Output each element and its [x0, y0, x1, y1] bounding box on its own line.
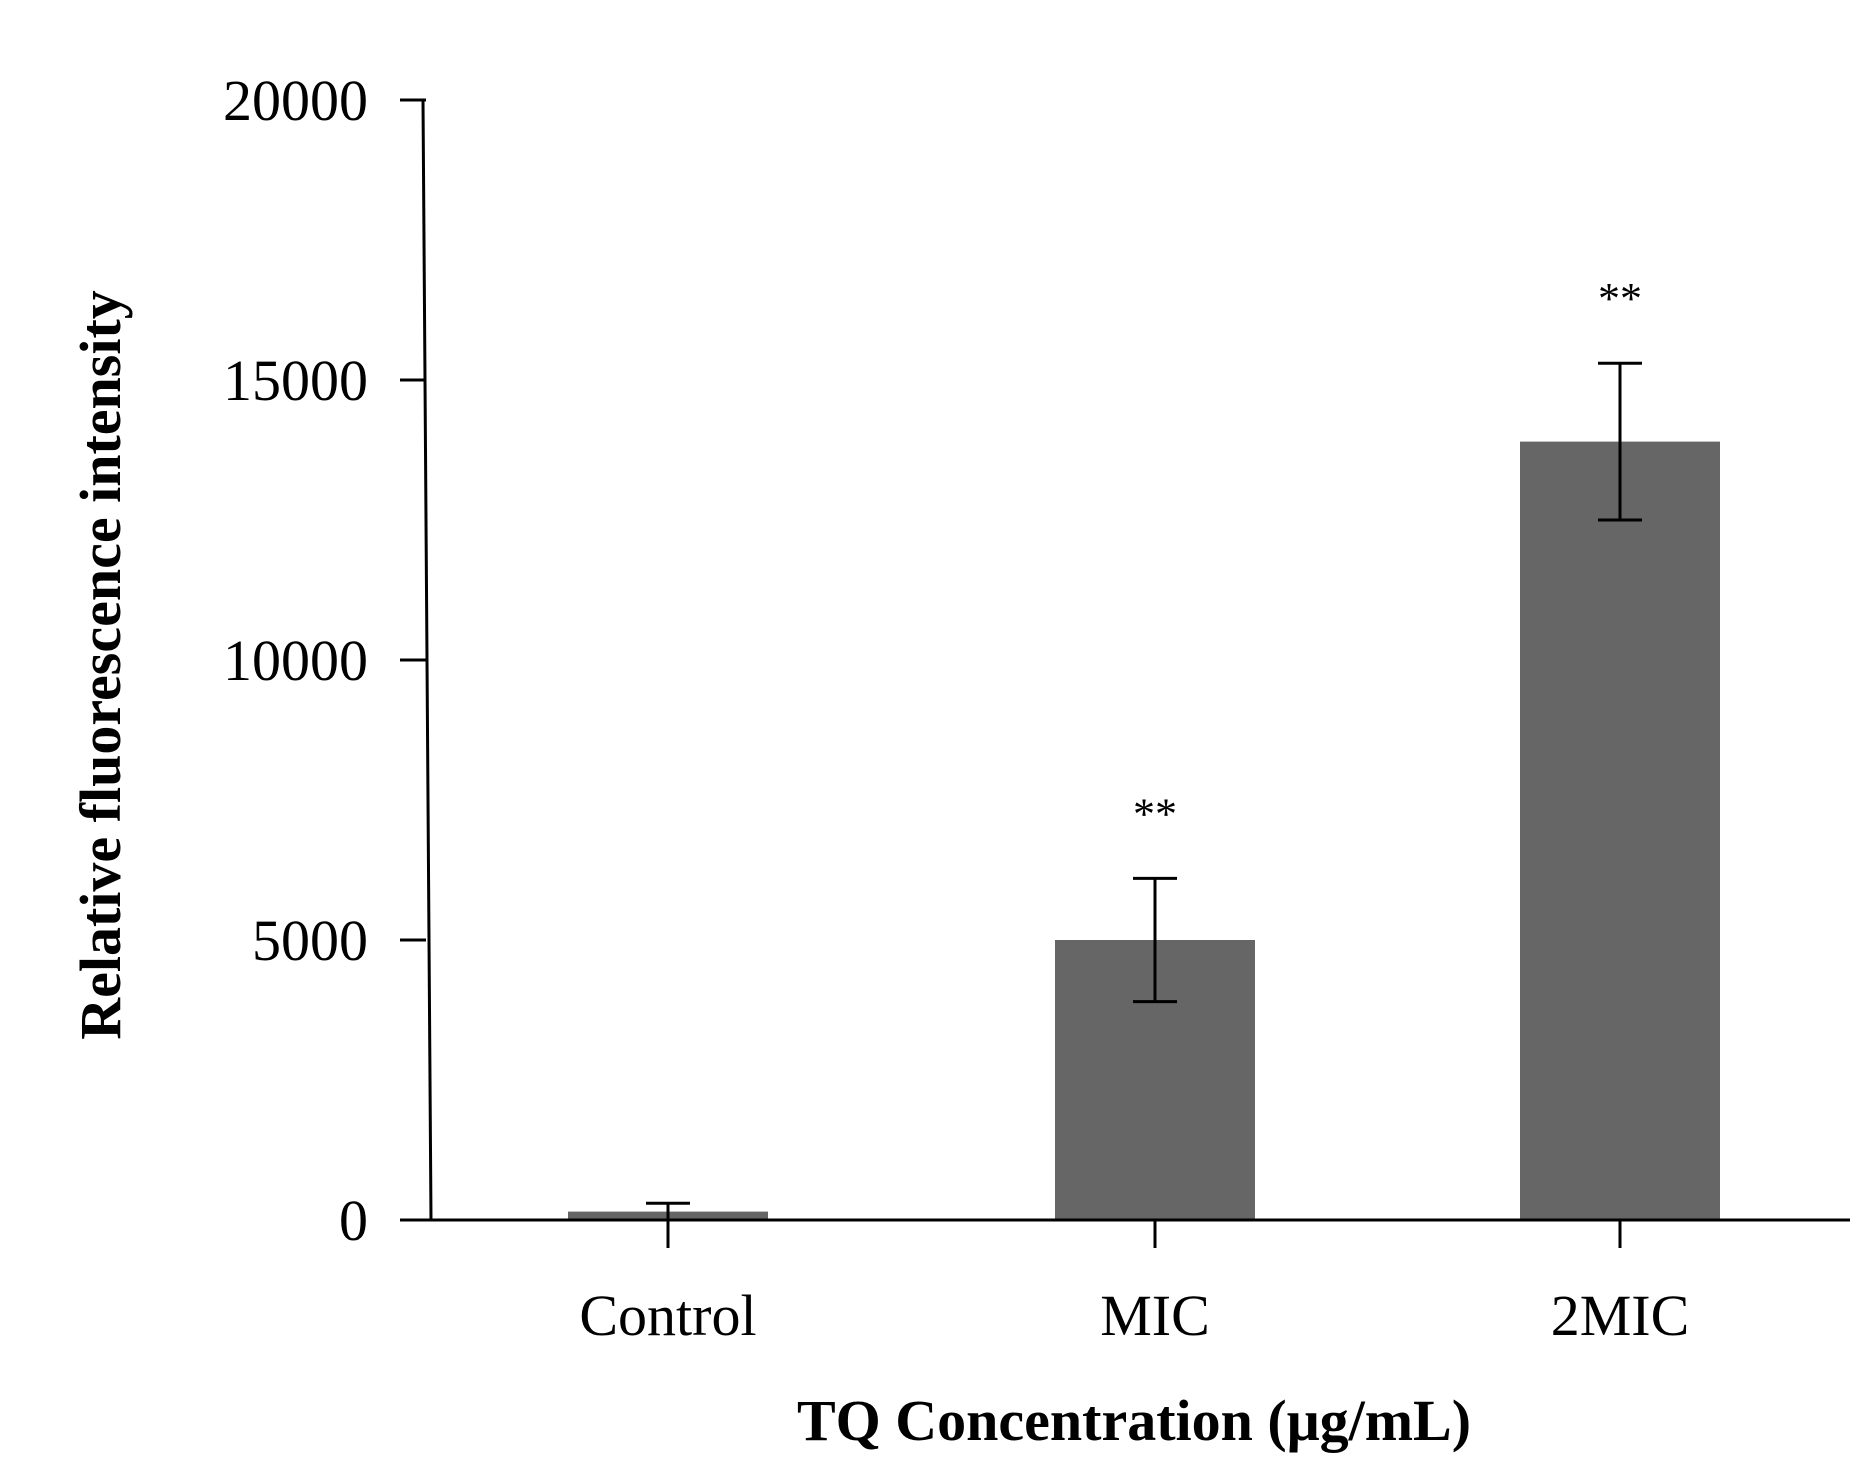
x-tick-label: MIC [1100, 1283, 1210, 1348]
y-tick-label: 15000 [223, 348, 368, 413]
y-tick-label: 20000 [223, 68, 368, 133]
x-tick-label: Control [579, 1283, 756, 1348]
y-axis-title: Relative fluorescence intensity [68, 290, 133, 1040]
y-tick-label: 10000 [223, 628, 368, 693]
significance-marker: ** [1133, 789, 1177, 838]
bar-2mic [1520, 441, 1720, 1221]
y-axis-line [421, 99, 433, 1221]
axes-layer [400, 99, 1850, 1222]
significance-marker: ** [1598, 274, 1642, 323]
bars-layer [568, 441, 1720, 1221]
significance-layer: ** ** [1133, 274, 1642, 838]
x-ticks-layer: Control MIC 2MIC [579, 1220, 1689, 1348]
y-tick-label: 0 [339, 1188, 368, 1253]
y-ticks-layer: 0 5000 10000 15000 20000 [223, 68, 426, 1253]
x-axis-title: TQ Concentration (μg/mL) [797, 1388, 1471, 1453]
x-tick-label: 2MIC [1551, 1283, 1690, 1348]
y-tick-label: 5000 [252, 908, 368, 973]
